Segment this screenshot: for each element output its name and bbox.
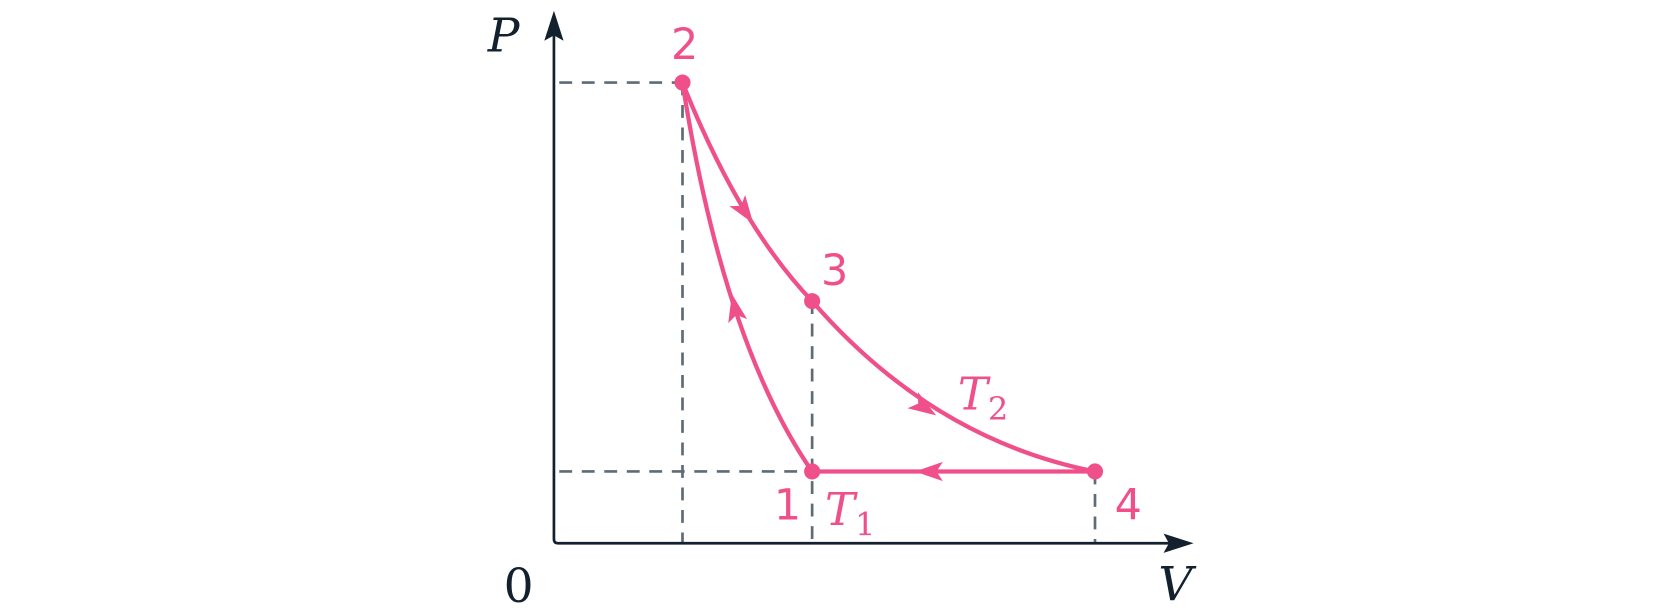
arrow [907,392,937,416]
isotherm-subscript: 2 [988,390,1008,428]
point-label: 1 [774,481,801,531]
x-arrowhead [1163,533,1194,553]
origin-label: 0 [504,559,534,614]
isotherm-subscript: 1 [855,506,875,544]
state-point [804,293,821,310]
axis-lines [552,32,1174,545]
point-label: 2 [671,20,698,70]
cycle [680,81,1096,474]
guides [559,81,1097,544]
isotherm-symbol: T [958,367,991,420]
y-arrowhead [544,10,564,41]
isotherm-t2 [680,81,1096,474]
isotherm-label: T2 [958,367,1008,428]
arrow [915,461,943,482]
point-label: 3 [821,246,848,296]
isotherm-symbol: T [825,483,858,536]
arrows [728,195,943,482]
arrow [728,293,748,324]
state-point [1086,463,1104,480]
state-point [674,74,691,91]
y-axis-label: P [487,8,521,63]
x-axis-label: V [1158,557,1197,612]
state-point [804,463,821,480]
axes [552,32,1174,545]
isotherm-label: T1 [825,483,875,544]
state-points [674,74,1104,480]
arrow [729,195,754,224]
point-label: 4 [1115,481,1142,531]
